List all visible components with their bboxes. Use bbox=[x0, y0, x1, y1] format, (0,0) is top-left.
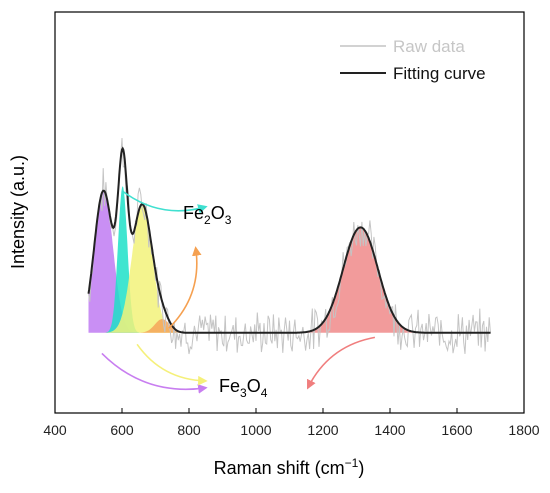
peak-fill-3 bbox=[132, 319, 192, 333]
x-tick-label: 1400 bbox=[374, 422, 405, 438]
x-tick-label: 1000 bbox=[240, 422, 271, 438]
x-tick-label: 1800 bbox=[508, 422, 539, 438]
annotation-arrow-0 bbox=[121, 190, 208, 214]
x-axis-ticks: 400 600 800 1000 1200 1400 1600 1800 bbox=[43, 408, 540, 438]
x-tick-label: 600 bbox=[110, 422, 134, 438]
annotation-arrow-1 bbox=[168, 246, 202, 329]
annotation-arrow-4 bbox=[307, 336, 376, 390]
annotation-arrow-2 bbox=[101, 352, 208, 394]
x-tick-label: 1600 bbox=[441, 422, 472, 438]
annotation-fe3o4: Fe3O4 bbox=[219, 376, 268, 400]
annotation-arrows bbox=[101, 190, 376, 394]
peak-fill-4 bbox=[290, 227, 431, 333]
peak-fill-1 bbox=[103, 186, 142, 333]
legend-raw-label: Raw data bbox=[393, 37, 465, 56]
annotation-arrow-3 bbox=[136, 343, 208, 386]
peak-fill-0 bbox=[88, 190, 142, 333]
x-tick-label: 800 bbox=[177, 422, 201, 438]
x-tick-label: 1200 bbox=[307, 422, 338, 438]
legend-fit-label: Fitting curve bbox=[393, 64, 486, 83]
peak-fill-2 bbox=[101, 204, 183, 333]
peak-fills bbox=[88, 186, 431, 333]
fitting-curve-series bbox=[87, 146, 491, 334]
x-axis-title: Raman shift (cm−1) bbox=[214, 456, 365, 478]
plot-frame bbox=[54, 11, 525, 414]
raw-data-series bbox=[88, 137, 491, 355]
legend: Raw data Fitting curve bbox=[340, 37, 486, 83]
y-axis-title: Intensity (a.u.) bbox=[8, 155, 28, 269]
annotation-fe2o3: Fe2O3 bbox=[183, 203, 232, 227]
x-tick-label: 400 bbox=[43, 422, 67, 438]
